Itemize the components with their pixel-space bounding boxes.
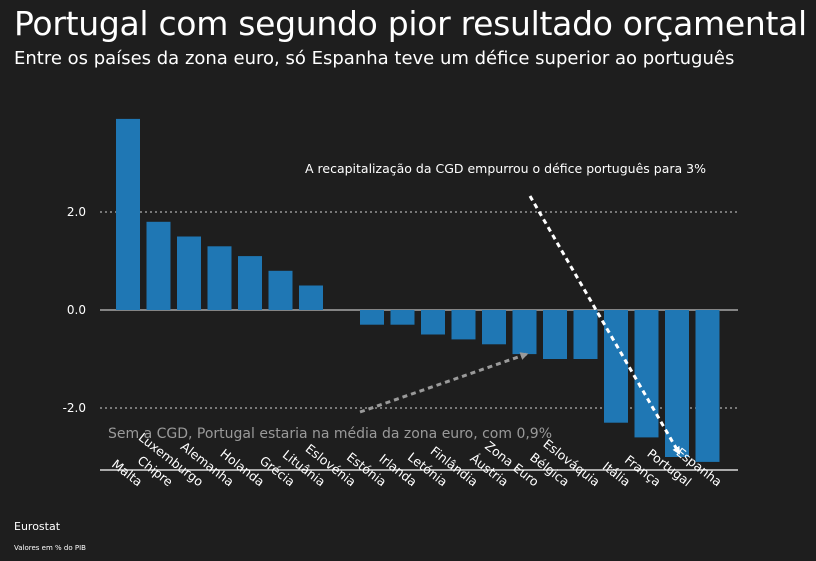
- grid-layer: [100, 211, 738, 409]
- annotations: A recapitalização da CGD empurrou o défi…: [108, 161, 706, 455]
- unit-note: Valores em % do PIB: [14, 544, 86, 552]
- bar-grécia: [268, 270, 293, 310]
- bar-bélgica: [543, 310, 567, 359]
- bar-áustria: [482, 310, 506, 345]
- bar-estónia: [360, 310, 384, 325]
- source-label: Eurostat: [14, 520, 61, 533]
- y-tick-label: -2.0: [63, 401, 86, 415]
- chart-subtitle: Entre os países da zona euro, só Espanha…: [14, 48, 735, 69]
- annotation-sem-cgd-text: Sem a CGD, Portugal estaria na média da …: [108, 426, 552, 442]
- bar-finlândia: [451, 310, 476, 340]
- bar-espanha: [695, 310, 720, 462]
- annotation-cgd-text: A recapitalização da CGD empurrou o défi…: [305, 161, 706, 176]
- bar-letónia: [421, 310, 445, 335]
- bar-eslováquia: [573, 310, 598, 359]
- bar-lituânia: [299, 285, 323, 310]
- bar-itália: [604, 310, 628, 423]
- bar-zona-euro: [512, 310, 537, 355]
- bar-holanda: [238, 256, 262, 310]
- bar-luxemburgo: [177, 236, 201, 310]
- y-tick-label: 0.0: [67, 303, 86, 317]
- bar-portugal: [665, 310, 689, 457]
- bars-layer: [116, 118, 720, 462]
- bar-frança: [634, 310, 659, 438]
- annotation-arrow-zona-euro: [359, 352, 529, 414]
- bar-malta: [116, 118, 140, 311]
- ticks-layer: 2.0 0.0 -2.0: [63, 205, 86, 415]
- bar-chipre: [146, 221, 171, 310]
- y-tick-label: 2.0: [67, 205, 86, 219]
- bar-irlanda: [390, 310, 415, 325]
- annotation-arrow-portugal: [528, 195, 681, 455]
- chart-title: Portugal com segundo pior resultado orça…: [14, 4, 807, 43]
- bar-alemanha: [207, 246, 232, 310]
